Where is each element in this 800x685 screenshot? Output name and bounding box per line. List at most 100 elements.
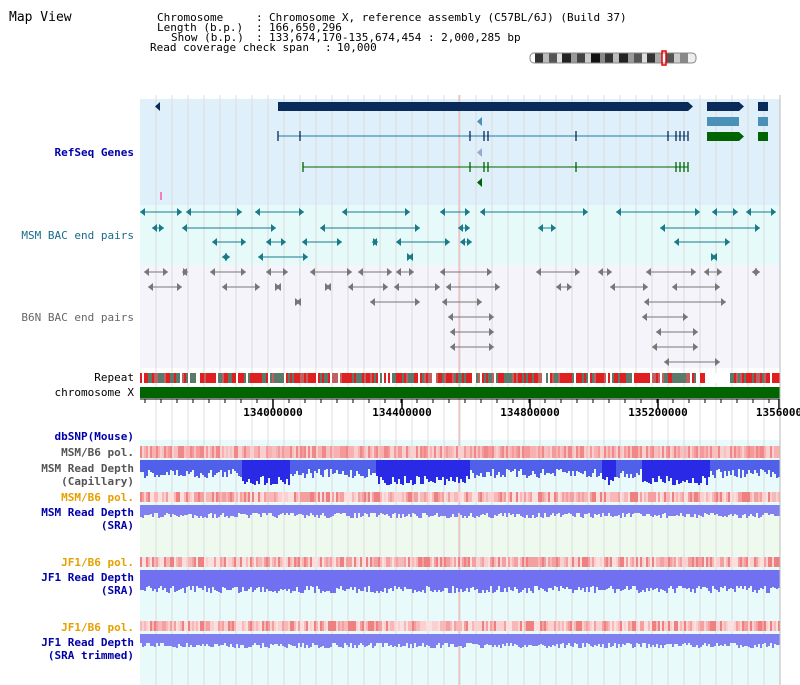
pol-cell xyxy=(236,621,238,631)
depth-bar xyxy=(404,460,406,476)
bac-end xyxy=(448,313,453,321)
repeat-bar xyxy=(624,373,626,383)
repeat-bar xyxy=(536,373,538,383)
repeat-bar xyxy=(362,373,364,383)
msm-depth-sra-label[interactable]: MSM Read Depth xyxy=(41,506,134,519)
pol-cell xyxy=(288,492,290,502)
pol-cell xyxy=(290,621,292,631)
depth-bar xyxy=(148,634,150,643)
pol-cell xyxy=(344,446,346,458)
msm-depth-capillary-label[interactable]: MSM Read Depth xyxy=(41,462,134,475)
pol-cell xyxy=(166,446,168,458)
pol-cell xyxy=(740,621,742,631)
pol-cell xyxy=(390,557,392,567)
depth-bar xyxy=(570,634,572,646)
depth-bar xyxy=(528,570,530,588)
repeat-bar xyxy=(758,373,760,383)
jf1-b6-pol-label-2[interactable]: JF1/B6 pol. xyxy=(61,621,134,634)
depth-bar xyxy=(258,460,260,484)
depth-bar xyxy=(532,460,534,471)
pol-cell xyxy=(514,557,516,567)
pol-cell xyxy=(336,557,338,567)
pol-cell xyxy=(768,621,770,631)
pol-cell xyxy=(492,621,494,631)
pol-cell xyxy=(462,621,464,631)
pol-cell xyxy=(556,446,558,458)
depth-bar xyxy=(230,460,232,474)
depth-bar xyxy=(396,505,398,518)
depth-bar xyxy=(648,570,650,591)
pol-cell xyxy=(714,446,716,458)
depth-bar xyxy=(438,634,440,643)
depth-bar xyxy=(246,505,248,515)
depth-bar xyxy=(406,570,408,589)
pol-cell xyxy=(626,621,628,631)
depth-bar xyxy=(548,505,550,517)
pol-cell xyxy=(388,557,390,567)
depth-bar xyxy=(750,570,752,586)
depth-bar xyxy=(434,460,436,483)
depth-bar xyxy=(318,460,320,469)
repeat-bar xyxy=(734,373,736,383)
msm-bac-track-label[interactable]: MSM BAC end pairs xyxy=(21,229,134,242)
pol-cell xyxy=(384,621,386,631)
pol-cell xyxy=(688,492,690,502)
depth-bar xyxy=(612,460,614,481)
jf1-depth-sra-label[interactable]: JF1 Read Depth xyxy=(41,571,134,584)
repeat-bar xyxy=(262,373,264,383)
depth-bar xyxy=(340,634,342,647)
msm-b6-pol-label-1[interactable]: MSM/B6 pol. xyxy=(61,446,134,459)
msm-b6-pol-label-2[interactable]: MSM/B6 pol. xyxy=(61,491,134,504)
depth-bar xyxy=(474,634,476,644)
depth-bar xyxy=(250,570,252,587)
pol-cell xyxy=(468,621,470,631)
depth-bar xyxy=(206,460,208,478)
pol-cell xyxy=(674,621,676,631)
pol-cell xyxy=(608,621,610,631)
depth-bar xyxy=(556,634,558,644)
depth-bar xyxy=(400,460,402,484)
depth-bar xyxy=(776,505,778,516)
pol-cell xyxy=(732,492,734,502)
pol-cell xyxy=(516,557,518,567)
pol-cell xyxy=(766,492,768,502)
depth-bar xyxy=(268,634,270,648)
depth-bar xyxy=(662,460,664,482)
pol-cell xyxy=(776,621,778,631)
pol-cell xyxy=(164,621,166,631)
repeat-bar xyxy=(154,373,156,383)
pol-cell xyxy=(456,621,458,631)
depth-bar xyxy=(642,460,644,482)
depth-bar xyxy=(546,460,548,473)
depth-bar xyxy=(750,505,752,514)
bac-end xyxy=(394,283,399,291)
depth-bar xyxy=(414,460,416,484)
b6n-bac-track-label[interactable]: B6N BAC end pairs xyxy=(21,311,134,324)
pol-cell xyxy=(606,621,608,631)
jf1-depth-trim-label[interactable]: JF1 Read Depth xyxy=(41,636,134,649)
depth-bar xyxy=(684,505,686,517)
repeat-bar xyxy=(618,373,620,383)
depth-bar xyxy=(712,505,714,513)
depth-bar xyxy=(428,570,430,587)
refseq-track-label[interactable]: RefSeq Genes xyxy=(54,146,134,159)
depth-bar xyxy=(634,505,636,513)
ideogram-band xyxy=(549,53,557,63)
pol-cell xyxy=(470,446,472,458)
pol-cell xyxy=(292,557,294,567)
repeat-bar xyxy=(768,373,770,383)
repeat-bar xyxy=(528,373,530,383)
depth-bar xyxy=(514,634,516,644)
jf1-b6-pol-label-1[interactable]: JF1/B6 pol. xyxy=(61,556,134,569)
repeat-bar xyxy=(194,373,196,383)
pol-cell xyxy=(212,621,214,631)
dbsnp-track-label[interactable]: dbSNP(Mouse) xyxy=(54,430,134,443)
depth-bar xyxy=(364,634,366,647)
pol-cell xyxy=(532,621,534,631)
axis-tick-label: 1356000 xyxy=(755,406,800,419)
repeat-bar xyxy=(744,373,746,383)
pol-cell xyxy=(444,557,446,567)
depth-bar xyxy=(620,460,622,473)
pol-cell xyxy=(598,492,600,502)
